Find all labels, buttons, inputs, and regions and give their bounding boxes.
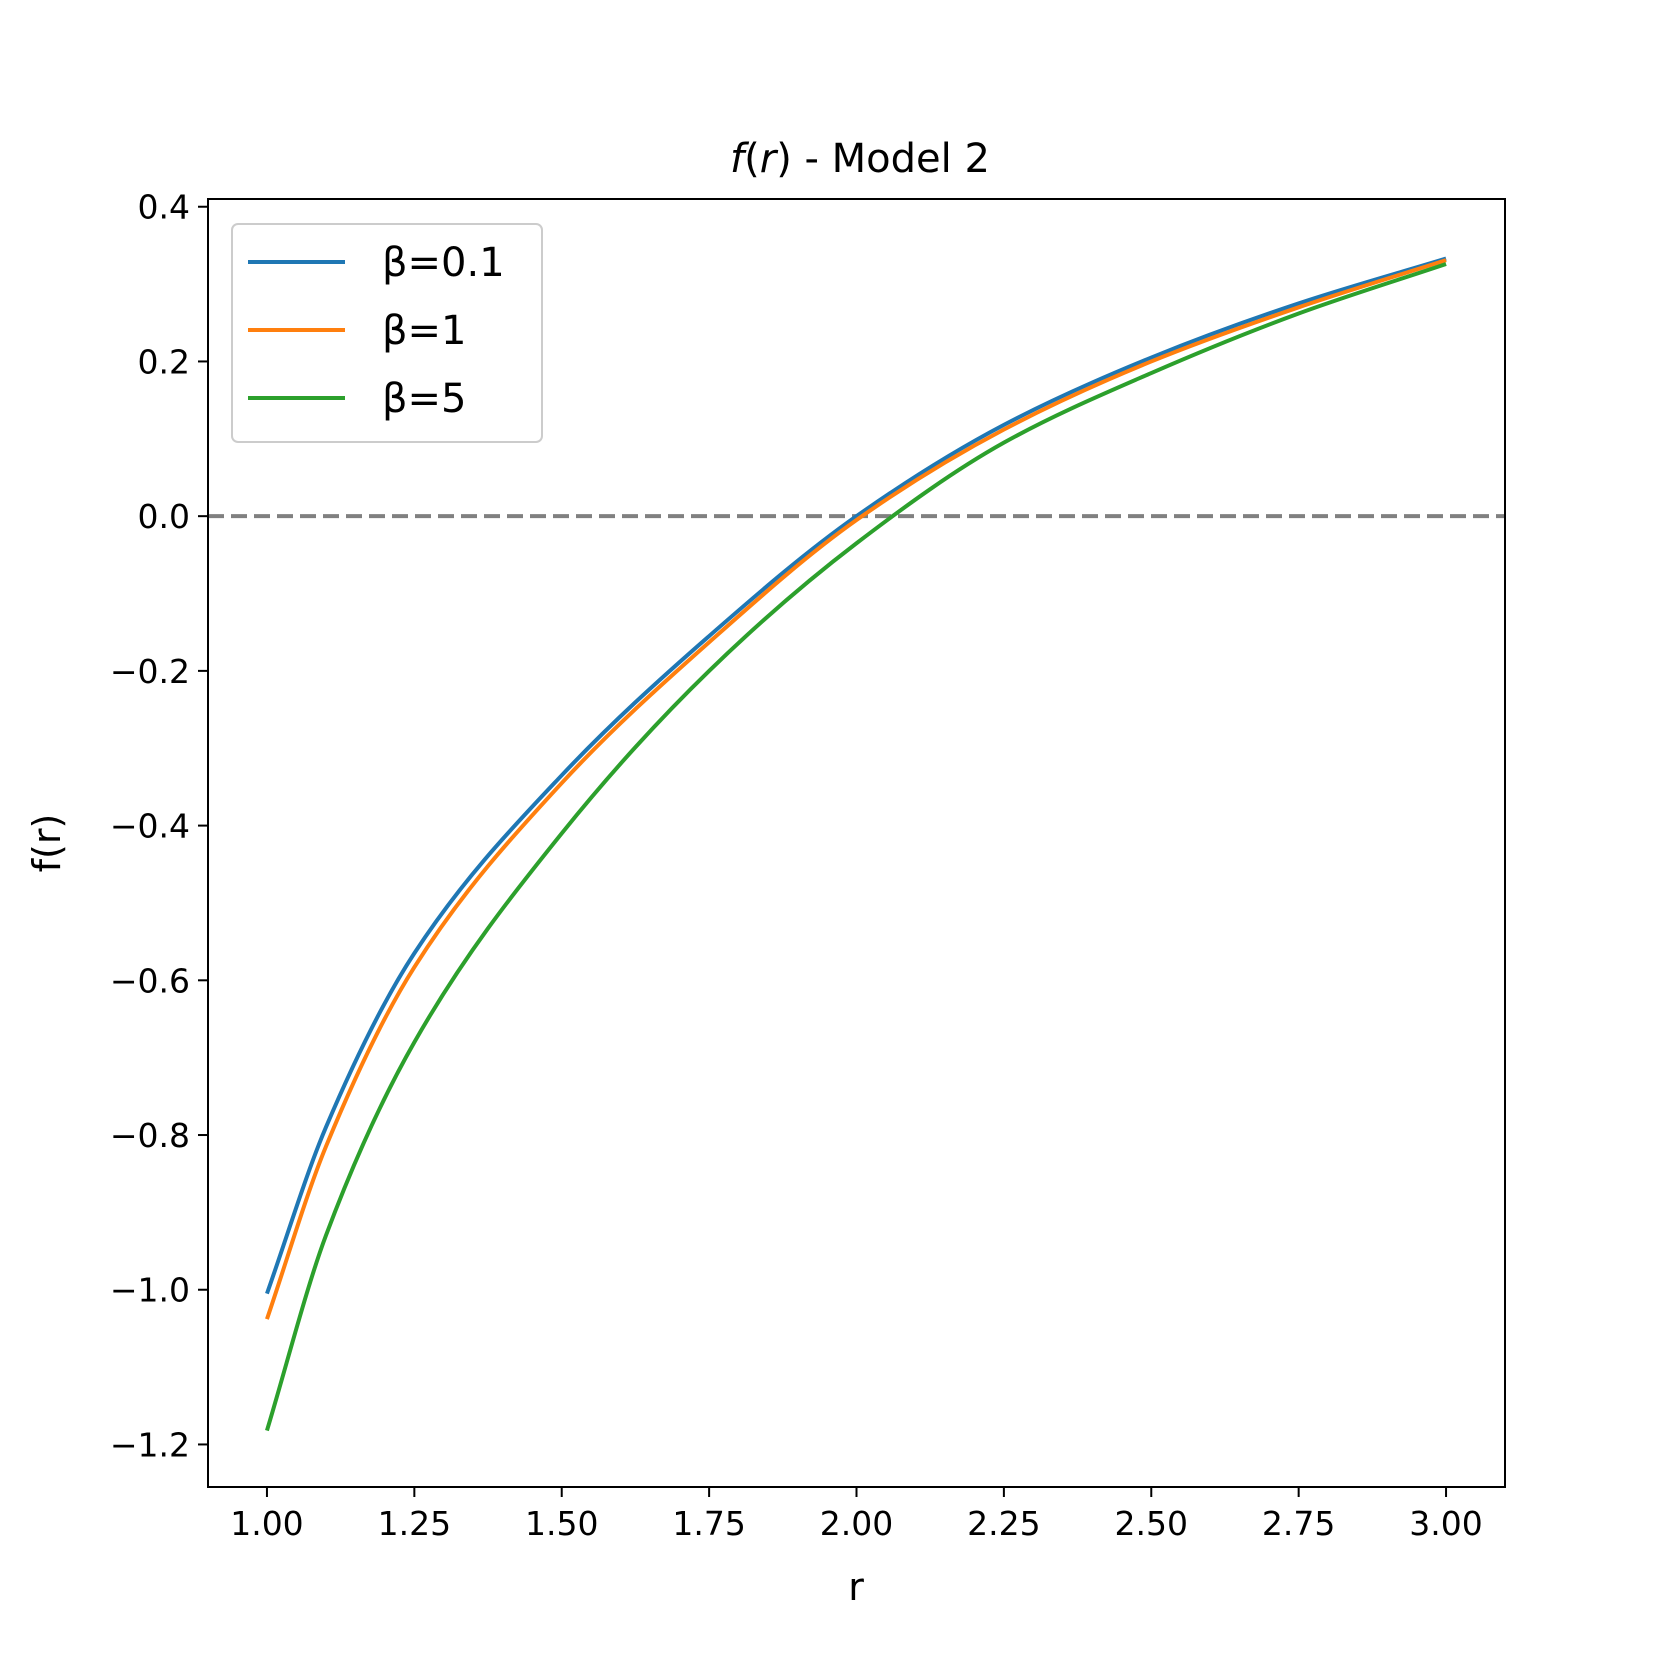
series-layer bbox=[265, 256, 1447, 1432]
x-tick-label: 1.50 bbox=[525, 1504, 598, 1543]
legend-label-1: β=1 bbox=[382, 308, 467, 354]
x-tick-label: 1.75 bbox=[672, 1504, 745, 1543]
x-tick-label: 2.25 bbox=[967, 1504, 1040, 1543]
legend-label-2: β=5 bbox=[382, 376, 467, 422]
y-tick-label: −1.0 bbox=[110, 1271, 190, 1310]
x-tick-label: 2.75 bbox=[1262, 1504, 1335, 1543]
legend-entries: β=0.1 β=1 β=5 bbox=[248, 240, 505, 422]
title-open-paren: ( bbox=[744, 136, 760, 182]
x-tick-label: 2.50 bbox=[1115, 1504, 1188, 1543]
legend: β=0.1 β=1 β=5 bbox=[231, 223, 543, 443]
series-line-1 bbox=[265, 258, 1447, 1320]
y-tick-label: 0.2 bbox=[138, 342, 190, 381]
title-r: r bbox=[760, 136, 779, 182]
y-axis-ticks: 0.4 0.2 0.0 −0.2 −0.4 −0.6 −0.8 −1.0 −1.2 bbox=[110, 188, 208, 1464]
chart-title: f(r) - Model 2 bbox=[730, 136, 990, 182]
legend-box bbox=[231, 223, 543, 443]
y-tick-label: −0.4 bbox=[110, 807, 190, 846]
y-tick-label: 0.0 bbox=[138, 497, 190, 536]
legend-label-0: β=0.1 bbox=[382, 240, 505, 286]
series-line-0 bbox=[265, 256, 1447, 1295]
x-axis-label: r bbox=[848, 1565, 864, 1609]
x-tick-label: 1.00 bbox=[230, 1504, 303, 1543]
x-tick-label: 1.25 bbox=[378, 1504, 451, 1543]
y-tick-label: −0.2 bbox=[110, 652, 190, 691]
x-axis-ticks: 1.00 1.25 1.50 1.75 2.00 2.25 2.50 2.75 3.00 bbox=[230, 1487, 1483, 1543]
y-axis-label: f(r) bbox=[25, 814, 69, 873]
x-tick-label: 3.00 bbox=[1409, 1504, 1482, 1543]
y-tick-label: 0.4 bbox=[138, 188, 190, 227]
y-tick-label: −0.8 bbox=[110, 1116, 190, 1155]
x-tick-label: 2.00 bbox=[820, 1504, 893, 1543]
title-rest: ) - Model 2 bbox=[776, 136, 990, 182]
y-tick-label: −0.6 bbox=[110, 961, 190, 1000]
y-tick-label: −1.2 bbox=[110, 1425, 190, 1464]
series-line-2 bbox=[265, 262, 1447, 1432]
